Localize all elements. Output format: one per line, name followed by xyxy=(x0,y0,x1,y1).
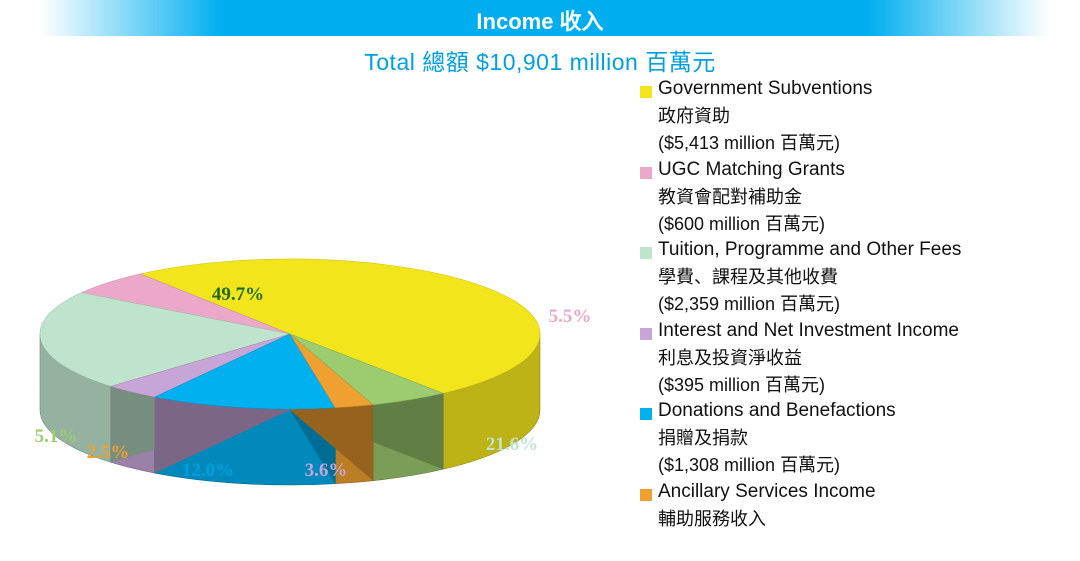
legend-label-zh: 學費、課程及其他收費 xyxy=(658,263,838,289)
pie-slice-label: 49.7% xyxy=(212,284,264,305)
pie-slice-label: 21.6% xyxy=(486,434,538,455)
legend-amount: ($2,359 million 百萬元) xyxy=(658,290,840,316)
legend-swatch xyxy=(640,247,652,259)
pie-slice-label: 2.5% xyxy=(87,442,130,463)
legend-swatch xyxy=(640,328,652,340)
legend-amount: ($600 million 百萬元) xyxy=(658,210,825,236)
legend-swatch xyxy=(640,167,652,179)
legend-amount: ($1,308 million 百萬元) xyxy=(658,451,840,477)
legend-swatch xyxy=(640,408,652,420)
legend-label-en: Ancillary Services Income xyxy=(658,481,876,503)
legend-label-en: Government Subventions xyxy=(658,78,872,100)
legend-label-zh: 政府資助 xyxy=(658,102,730,128)
legend-label-zh: 利息及投資淨收益 xyxy=(658,344,802,370)
legend-label-zh: 教資會配對補助金 xyxy=(658,183,802,209)
legend-amount: ($395 million 百萬元) xyxy=(658,371,825,397)
legend-amount: ($5,413 million 百萬元) xyxy=(658,129,840,155)
legend-label-zh: 捐贈及捐款 xyxy=(658,424,748,450)
pie-slice-label: 5.1% xyxy=(35,426,78,447)
legend-label-en: UGC Matching Grants xyxy=(658,159,845,181)
legend-label-zh: 輔助服務收入 xyxy=(658,505,766,531)
legend-label-en: Interest and Net Investment Income xyxy=(658,320,959,342)
legend-label-en: Tuition, Programme and Other Fees xyxy=(658,239,961,261)
legend-swatch xyxy=(640,489,652,501)
pie-slice-label: 12.0% xyxy=(182,460,234,481)
pie-slice-label: 3.6% xyxy=(305,460,348,481)
legend-swatch xyxy=(640,86,652,98)
pie-slice-label: 5.5% xyxy=(549,306,592,327)
legend-label-en: Donations and Benefactions xyxy=(658,400,896,422)
